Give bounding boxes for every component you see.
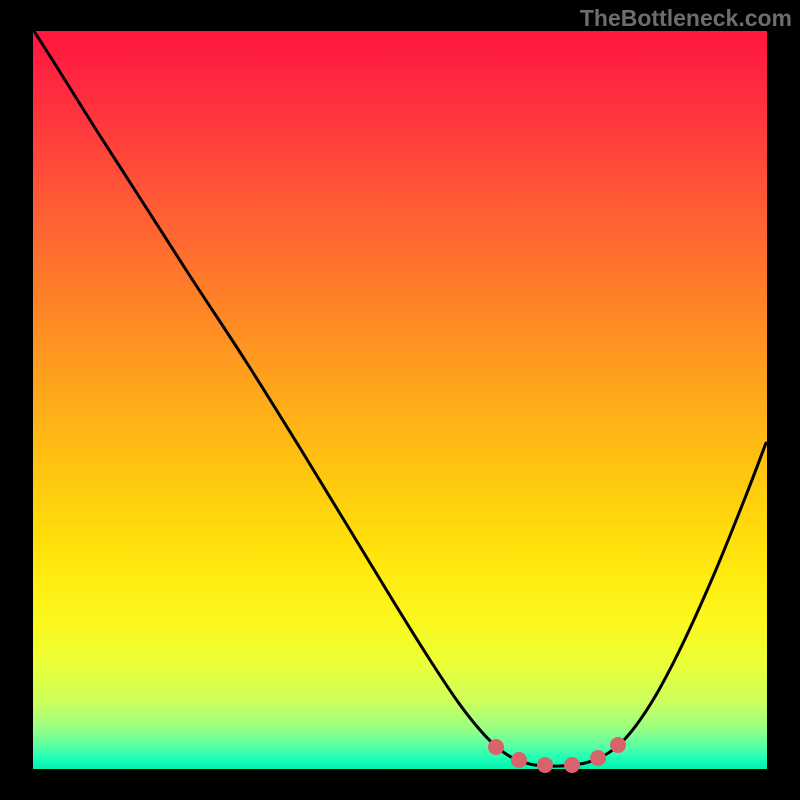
optimal-marker xyxy=(610,737,626,753)
watermark-text: TheBottleneck.com xyxy=(580,5,792,32)
optimal-marker xyxy=(488,739,504,755)
optimal-marker xyxy=(590,750,606,766)
optimal-marker xyxy=(511,752,527,768)
optimal-marker xyxy=(564,757,580,773)
curve-path xyxy=(34,31,766,766)
bottleneck-curve xyxy=(0,0,800,800)
optimal-marker xyxy=(537,757,553,773)
chart-stage: TheBottleneck.com xyxy=(0,0,800,800)
